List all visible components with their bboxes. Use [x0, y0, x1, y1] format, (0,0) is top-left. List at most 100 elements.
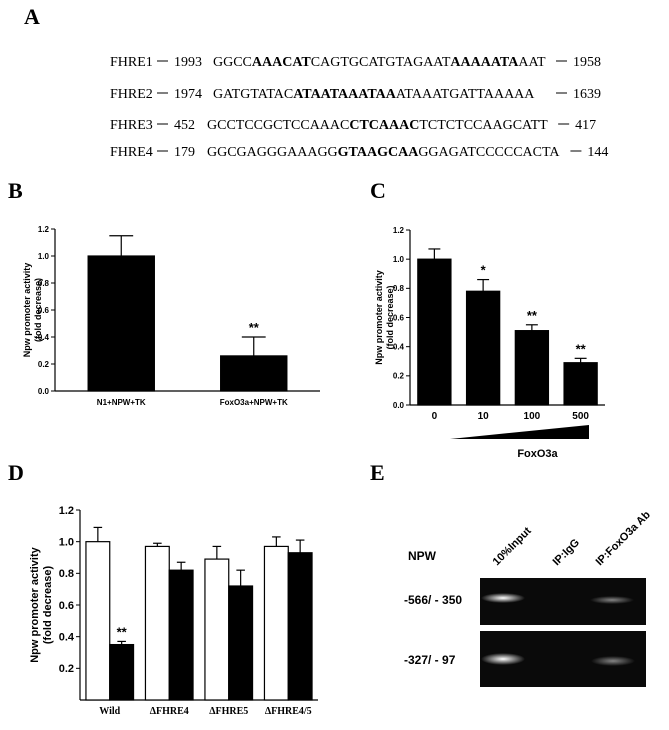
- y-tick-label: 0.2: [393, 372, 405, 381]
- gel-band: [591, 656, 635, 666]
- y-axis-label: Npw promoter activity: [29, 546, 41, 662]
- y-tick-label: 0.0: [393, 401, 405, 410]
- x-axis-label: FoxO3a: [517, 448, 558, 460]
- row-label: -327/ - 97: [404, 653, 456, 667]
- y-tick-label: 1.0: [393, 255, 405, 264]
- significance: *: [481, 263, 487, 278]
- bar: [228, 585, 254, 701]
- y-axis-label: (fold decrease): [385, 285, 395, 349]
- sequence-end: 144: [587, 145, 608, 160]
- significance: **: [576, 341, 587, 356]
- sequence-segment: AAT: [518, 55, 546, 70]
- y-tick-label: 0.6: [393, 313, 405, 322]
- bar: [563, 362, 598, 406]
- gel-target: NPW: [408, 549, 437, 563]
- y-axis-label: Npw promoter activity: [22, 263, 32, 358]
- bar: [168, 569, 194, 701]
- sequence-segment: CTCAAAC: [349, 118, 419, 133]
- x-tick-label: FoxO3a+NPW+TK: [220, 398, 288, 407]
- sequence-end: 1958: [573, 55, 601, 70]
- y-tick-label: 1.2: [393, 226, 405, 235]
- row-label: -566/ - 350: [404, 593, 462, 607]
- sequence-segment: AAAAATA: [450, 55, 519, 70]
- x-tick-label: 100: [524, 411, 541, 422]
- x-tick-label: 10: [478, 411, 490, 422]
- x-tick-label: Wild: [99, 706, 120, 717]
- dose-wedge: [450, 425, 589, 439]
- sequence-start: 1974: [174, 87, 202, 102]
- bar: [220, 355, 288, 392]
- y-tick-label: 0.4: [38, 333, 50, 342]
- sequence-end: 1639: [573, 87, 601, 102]
- y-tick-label: 0.8: [38, 279, 50, 288]
- y-tick-label: 1.2: [38, 225, 50, 234]
- sequence: GATGTATACATAATAAATAAATAAATGATTAAAAA: [213, 87, 535, 102]
- gel-band: [590, 596, 634, 604]
- x-tick-label: ΔFHRE4: [150, 706, 189, 717]
- sequence-label: FHRE1: [110, 55, 153, 70]
- panel-letter: E: [370, 460, 385, 485]
- y-tick-label: 1.0: [59, 537, 74, 549]
- y-tick-label: 0.0: [38, 387, 50, 396]
- sequence-segment: AAACAT: [252, 55, 312, 70]
- y-tick-label: 0.6: [38, 306, 50, 315]
- sequence-list: FHRE1 1993 GGCCAAACATCAGTGCATGTAGAATAAAAAT…: [110, 55, 608, 160]
- gel-band: [481, 653, 525, 665]
- y-axis-label: Npw promoter activity: [374, 270, 384, 365]
- sequence: GGCCAAACATCAGTGCATGTAGAATAAAAATAAAT: [213, 55, 546, 70]
- sequence-label: FHRE2: [110, 87, 153, 102]
- sequence: GGCGAGGGAAAGGGTAAGCAAGGAGATCCCCCACTA: [207, 145, 560, 160]
- bar: [87, 255, 155, 392]
- bar: [85, 541, 111, 701]
- sequence-start: 1993: [174, 55, 202, 70]
- sequence-start: 179: [174, 145, 195, 160]
- sequence-segment: TCTCTCCAAGCATT: [419, 118, 548, 133]
- x-tick-label: N1+NPW+TK: [97, 398, 146, 407]
- sequence-segment: GATGTATAC: [213, 87, 293, 102]
- sequence-label: FHRE4: [110, 145, 153, 160]
- panel-letter: A: [24, 4, 40, 29]
- y-tick-label: 0.8: [393, 284, 405, 293]
- sequence-label: FHRE3: [110, 118, 153, 133]
- bar: [204, 558, 230, 701]
- y-tick-label: 0.6: [59, 600, 74, 612]
- panel-letter: C: [370, 178, 386, 203]
- sequence-segment: GGAGATCCCCCACTA: [418, 145, 560, 160]
- panel-letter: D: [8, 460, 24, 485]
- y-tick-label: 0.2: [59, 663, 74, 675]
- bar: [417, 258, 452, 406]
- y-tick-label: 0.4: [59, 632, 75, 644]
- sequence-segment: ATAATAAATAA: [293, 87, 397, 102]
- x-tick-label: ΔFHRE4/5: [265, 706, 312, 717]
- panel-letter: B: [8, 178, 23, 203]
- sequence: GCCTCCGCTCCAAACCTCAAACTCTCTCCAAGCATT: [207, 118, 548, 133]
- significance: **: [527, 308, 538, 323]
- sequence-segment: CAGTGCATGTAGAAT: [311, 55, 451, 70]
- sequence-end: 417: [575, 118, 596, 133]
- significance: **: [249, 320, 260, 335]
- y-tick-label: 1.2: [59, 505, 74, 517]
- y-axis-label: (fold decrease): [33, 278, 43, 342]
- x-tick-label: 500: [572, 411, 589, 422]
- y-axis-label: (fold decrease): [42, 566, 54, 645]
- bar: [144, 545, 170, 701]
- significance: **: [117, 624, 128, 639]
- bar: [465, 290, 501, 406]
- sequence-start: 452: [174, 118, 195, 133]
- sequence-segment: ATAAATGATTAAAAA: [396, 87, 535, 102]
- sequence-segment: GTAAGCAA: [338, 145, 420, 160]
- y-tick-label: 0.2: [38, 360, 50, 369]
- sequence-segment: GGCGAGGGAAAGG: [207, 145, 338, 160]
- y-tick-label: 0.8: [59, 568, 74, 580]
- bar: [109, 643, 135, 701]
- gel-band: [481, 593, 525, 603]
- sequence-segment: GGCC: [213, 55, 252, 70]
- y-tick-label: 0.4: [393, 342, 405, 351]
- bar: [287, 552, 313, 701]
- y-tick-label: 1.0: [38, 252, 50, 261]
- bar: [514, 330, 550, 406]
- x-tick-label: ΔFHRE5: [209, 706, 248, 717]
- x-tick-label: 0: [432, 411, 438, 422]
- bar: [263, 545, 289, 701]
